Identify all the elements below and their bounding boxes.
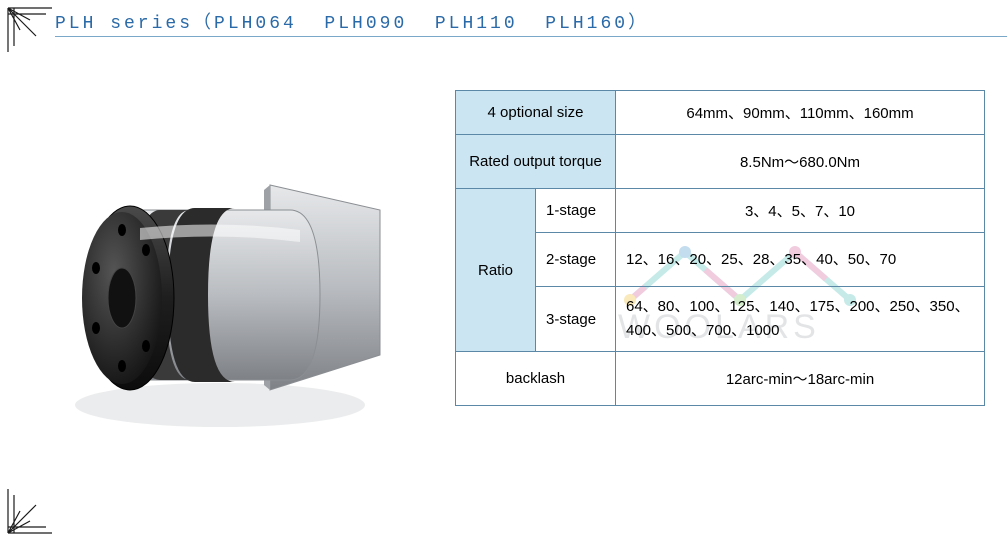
stage1-label: 1-stage: [536, 189, 616, 233]
stage2-label: 2-stage: [536, 233, 616, 287]
stage3-value: 64、80、100、125、140、175、200、250、350、400、50…: [616, 287, 985, 352]
spec-table: 4 optional size 64mm、90mm、110mm、160mm Ra…: [455, 90, 985, 406]
torque-label: Rated output torque: [456, 135, 616, 189]
stage3-label: 3-stage: [536, 287, 616, 352]
ratio-label: Ratio: [456, 189, 536, 352]
size-label: 4 optional size: [456, 91, 616, 135]
stage2-value: 12、16、20、25、28、35、40、50、70: [616, 233, 985, 287]
page-title-row: PLH series（PLH064 PLH090 PLH110 PLH160）: [55, 8, 1007, 37]
product-image-gearbox: [40, 150, 410, 440]
size-value: 64mm、90mm、110mm、160mm: [616, 91, 985, 135]
corner-ornament-top-left: [6, 6, 54, 54]
backlash-value: 12arc-min～18arc-min: [616, 352, 985, 406]
torque-value: 8.5Nm～680.0Nm: [616, 135, 985, 189]
page-title: PLH series（PLH064 PLH090 PLH110 PLH160）: [55, 14, 649, 34]
stage1-value: 3、4、5、7、10: [616, 189, 985, 233]
backlash-label: backlash: [456, 352, 616, 406]
corner-ornament-bottom-left: [6, 487, 54, 535]
